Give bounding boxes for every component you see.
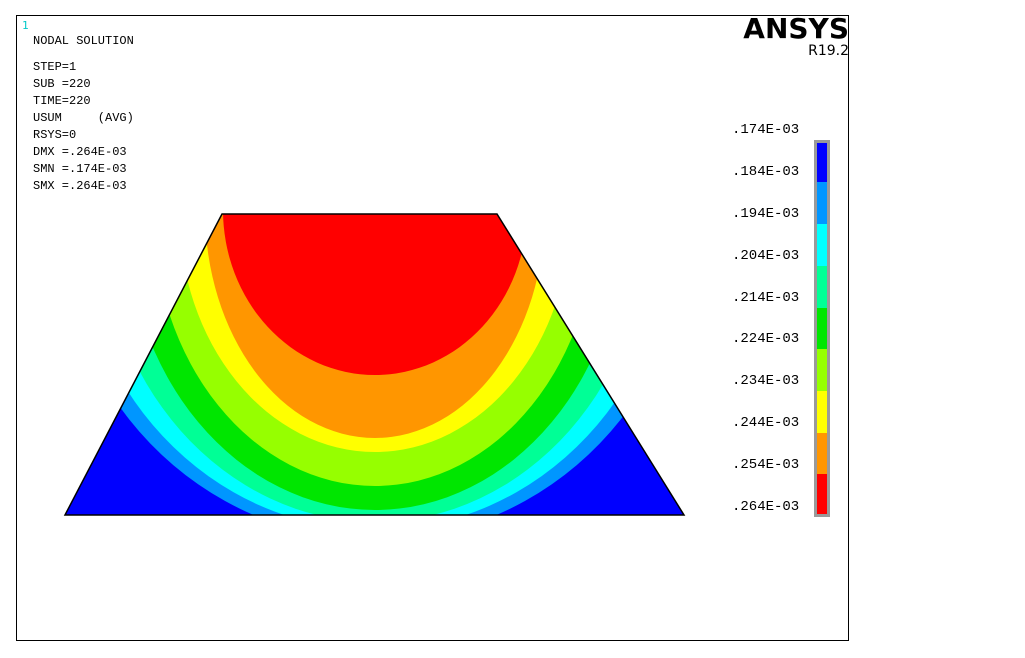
ansys-logo: ANSYS R19.2: [743, 12, 849, 59]
solution-info: STEP=1 SUB =220 TIME=220 USUM (AVG) RSYS…: [33, 59, 134, 195]
info-rsys: RSYS=0: [33, 128, 77, 142]
legend-swatch: [817, 182, 827, 224]
info-time: TIME=220: [33, 94, 91, 108]
legend-swatch: [817, 349, 827, 391]
info-substep: SUB =220: [33, 77, 91, 91]
legend-label: .214E-03: [732, 290, 800, 306]
legend-colorbar: [814, 140, 830, 517]
legend-swatch: [817, 474, 827, 514]
info-step: STEP=1: [33, 60, 77, 74]
legend-label: .174E-03: [732, 122, 800, 138]
legend-label: .224E-03: [732, 331, 800, 347]
legend-label: .204E-03: [732, 248, 800, 264]
legend-swatch: [817, 391, 827, 433]
legend-swatch: [817, 433, 827, 474]
legend-label: .264E-03: [732, 499, 800, 515]
contour-bands: [65, 214, 684, 515]
info-smx: SMX =.264E-03: [33, 179, 127, 193]
legend-label: .184E-03: [732, 164, 800, 180]
contour-band-8: [223, 214, 527, 375]
model-outline: [63, 213, 686, 516]
legend-swatch: [817, 143, 827, 182]
legend-label: .254E-03: [732, 457, 800, 473]
legend-label: .234E-03: [732, 373, 800, 389]
brand-name: ANSYS: [743, 12, 849, 45]
legend-swatch: [817, 224, 827, 266]
plot-title: NODAL SOLUTION: [33, 34, 134, 48]
legend-swatch: [817, 266, 827, 308]
info-dmx: DMX =.264E-03: [33, 145, 127, 159]
legend-label: .194E-03: [732, 206, 800, 222]
info-smn: SMN =.174E-03: [33, 162, 127, 176]
window-number: 1: [22, 19, 29, 32]
legend-label: .244E-03: [732, 415, 800, 431]
brand-release: R19.2: [808, 43, 849, 59]
legend-swatch: [817, 308, 827, 349]
info-result-item: USUM (AVG): [33, 111, 134, 125]
